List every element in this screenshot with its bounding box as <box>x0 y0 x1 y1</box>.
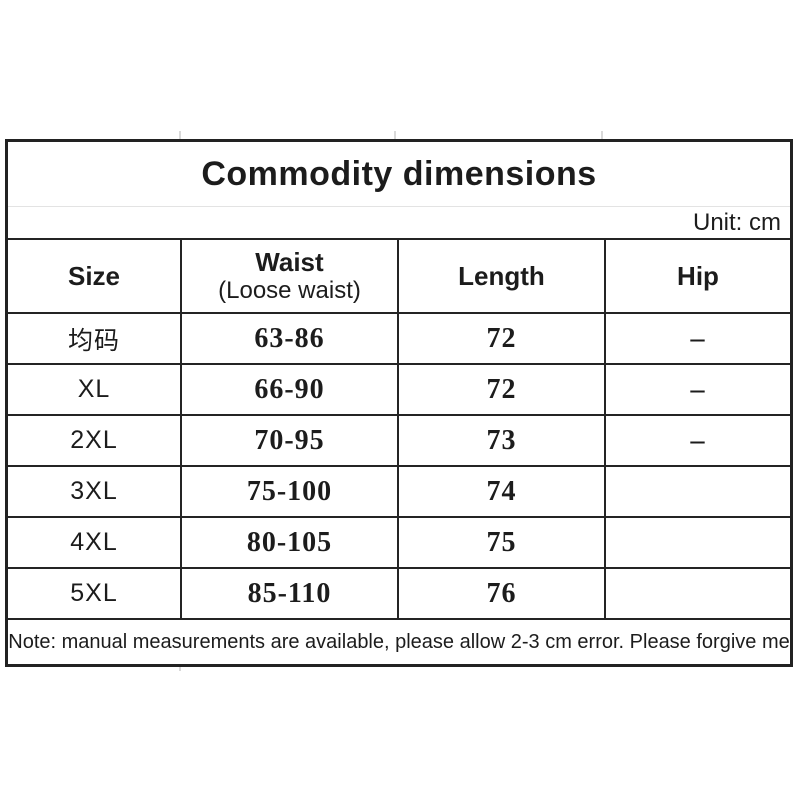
waist-header-sub: (Loose waist) <box>218 277 361 305</box>
hip-cell <box>604 467 790 516</box>
column-rule-ghost <box>394 131 396 139</box>
hip-cell: – <box>604 365 790 414</box>
waist-cell: 75-100 <box>180 467 397 516</box>
waist-cell: 63-86 <box>180 314 397 363</box>
hip-cell: – <box>604 416 790 465</box>
column-header-hip: Hip <box>604 240 790 312</box>
waist-header-main: Waist <box>255 246 324 277</box>
column-rule-ghost <box>179 131 181 139</box>
length-cell: 75 <box>397 518 604 567</box>
note-row: Note: manual measurements are available,… <box>8 618 790 664</box>
table-row: 5XL 85-110 76 <box>8 567 790 618</box>
note-text: Note: manual measurements are available,… <box>8 630 790 653</box>
waist-cell: 80-105 <box>180 518 397 567</box>
table-row: XL 66-90 72 – <box>8 363 790 414</box>
table-row: 2XL 70-95 73 – <box>8 414 790 465</box>
column-rule-ghost <box>601 131 603 139</box>
column-header-waist: Waist (Loose waist) <box>180 240 397 312</box>
column-header-length: Length <box>397 240 604 312</box>
size-cell: 2XL <box>70 426 118 454</box>
size-cell: 均码 <box>67 326 120 355</box>
table-row: 4XL 80-105 75 <box>8 516 790 567</box>
hip-cell <box>604 569 790 618</box>
unit-row: Unit: cm <box>8 206 790 238</box>
size-chart-table: Commodity dimensions Unit: cm Size Waist… <box>5 139 793 667</box>
length-cell: 72 <box>397 314 604 363</box>
waist-cell: 70-95 <box>180 416 397 465</box>
unit-label: Unit: cm <box>692 208 781 236</box>
header-row: Size Waist (Loose waist) Length Hip <box>8 238 790 312</box>
size-cell: 4XL <box>70 528 118 556</box>
length-cell: 73 <box>397 416 604 465</box>
waist-cell: 66-90 <box>180 365 397 414</box>
table-row: 均码 63-86 72 – <box>8 312 790 363</box>
length-cell: 74 <box>397 467 604 516</box>
size-cell: XL <box>77 375 111 403</box>
size-cell: 3XL <box>70 477 118 505</box>
table-row: 3XL 75-100 74 <box>8 465 790 516</box>
length-cell: 76 <box>397 569 604 618</box>
hip-cell: – <box>604 314 790 363</box>
waist-cell: 85-110 <box>180 569 397 618</box>
hip-cell <box>604 518 790 567</box>
length-cell: 72 <box>397 365 604 414</box>
size-cell: 5XL <box>70 579 118 607</box>
table-title: Commodity dimensions <box>201 154 597 193</box>
column-header-size: Size <box>67 260 121 291</box>
